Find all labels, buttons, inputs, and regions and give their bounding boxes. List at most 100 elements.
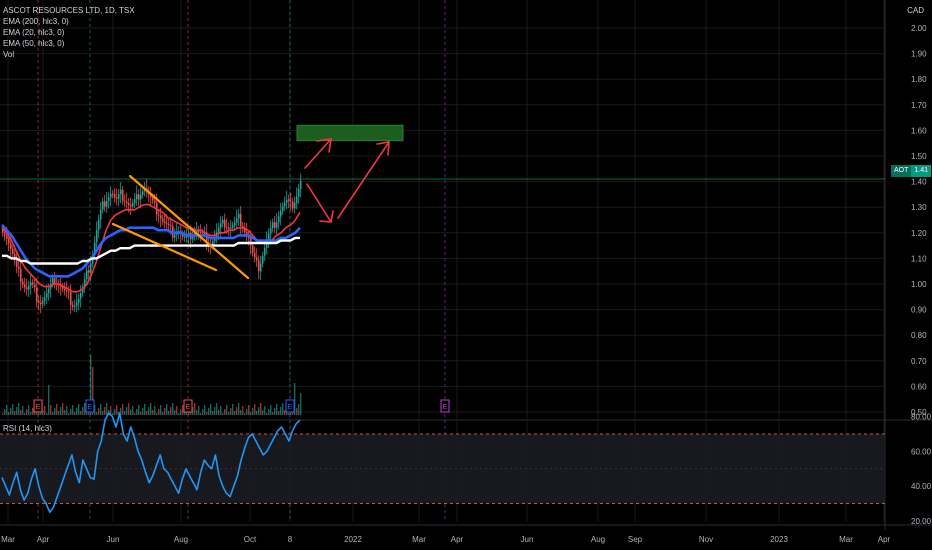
candle-body [201,232,204,234]
candle-body [3,232,6,236]
candle-body [75,302,78,306]
price-tick-label: 1.00 [911,280,927,289]
volume-bar [102,411,104,415]
volume-bar [132,406,134,415]
volume-bar [214,407,216,415]
candle-body [153,200,156,203]
event-badge-label: E [186,404,191,411]
candle-body [161,218,164,222]
time-tick-label: Apr [451,535,464,544]
candle-body [211,241,214,246]
volume-bar [264,406,266,415]
volume-bar [6,405,8,415]
candle-body [127,203,130,206]
candle-body [87,270,90,273]
volume-bar [24,413,26,415]
volume-bar [36,411,38,415]
volume-bar [20,410,22,415]
volume-bar [212,411,214,415]
candle-body [85,270,88,280]
candle-body [11,248,14,255]
candle-body [139,194,142,200]
volume-bar [174,410,176,415]
candle-body [121,189,124,201]
candle-body [225,227,228,229]
indicator-ema-20[interactable]: EMA (20, hlc3, 0) [3,28,65,37]
candle-body [297,188,300,197]
volume-bar [218,410,220,415]
candle-body [27,285,30,290]
candle-body [159,215,162,219]
candle-body [173,234,176,238]
candle-body [29,282,32,286]
volume-bar [288,413,290,415]
event-badge [85,399,95,413]
volume-bar [82,407,84,415]
currency-label[interactable]: CAD [907,6,924,15]
rsi-legend[interactable]: RSI (14, hlc3) [3,424,52,433]
candle-body [77,298,80,303]
price-tick-label: 1.30 [911,203,927,212]
candle-body [31,282,34,285]
candle-body [79,293,82,299]
volume-bar [142,408,144,415]
volume-bar [164,408,166,415]
candle-body [51,278,54,284]
rsi-tick-label: 80.00 [911,413,932,422]
candle-body [293,202,296,209]
volume-bar [80,411,82,415]
candle-body [243,228,246,232]
candle-body [279,210,282,217]
arrow-1-head [316,138,332,153]
volume-bar [116,405,118,415]
volume-bar [106,403,108,415]
volume-bar [194,403,196,415]
candle-body [67,291,70,293]
volume-bar [230,408,232,415]
ema-line-1 [1,203,301,293]
volume-bar [242,406,244,415]
volume-bar [200,413,202,415]
candle-body [15,260,18,267]
volume-bar [136,409,138,415]
volume-bar [210,404,212,415]
volume-bar [122,404,124,415]
candle-body [185,236,188,238]
price-tick-label: 0.60 [911,382,927,391]
volume-bar [204,405,206,415]
volume-bar [28,405,30,415]
volume-bar [96,412,98,415]
candle-body [199,231,202,233]
candle-body [229,227,232,229]
time-tick-label: Apr [37,535,50,544]
time-tick-label: Apr [878,535,891,544]
symbol-title[interactable]: ASCOT RESOURCES LTD, 1D, TSX [3,6,135,15]
volume-bar [270,405,272,415]
price-tick-label: 1.40 [911,178,927,187]
candle-body [167,224,170,226]
volume-bar [94,405,96,415]
indicator-ema-200[interactable]: EMA (200, hlc3, 0) [3,17,69,26]
candle-body [191,235,194,240]
candle-body [131,202,134,207]
candle-body [183,236,186,238]
candle-body [129,205,132,207]
volume-bar [162,412,164,415]
volume-bar [266,413,268,415]
candle-body [135,194,138,200]
candle-body [89,263,92,273]
candle-body [105,200,108,207]
price-tick-label: 0.90 [911,306,927,315]
indicator-ema-50[interactable]: EMA (50, hlc3, 0) [3,39,65,48]
candle-body [233,222,236,226]
volume-bar [64,410,66,415]
arrow-2-head [319,210,334,223]
volume-bar [4,409,6,415]
volume-bar [254,404,256,415]
candle-body [103,201,106,207]
indicator-volume[interactable]: Vol [3,50,15,59]
volume-bar [62,403,64,415]
volume-bar [48,385,50,415]
volume-bar [276,404,278,415]
